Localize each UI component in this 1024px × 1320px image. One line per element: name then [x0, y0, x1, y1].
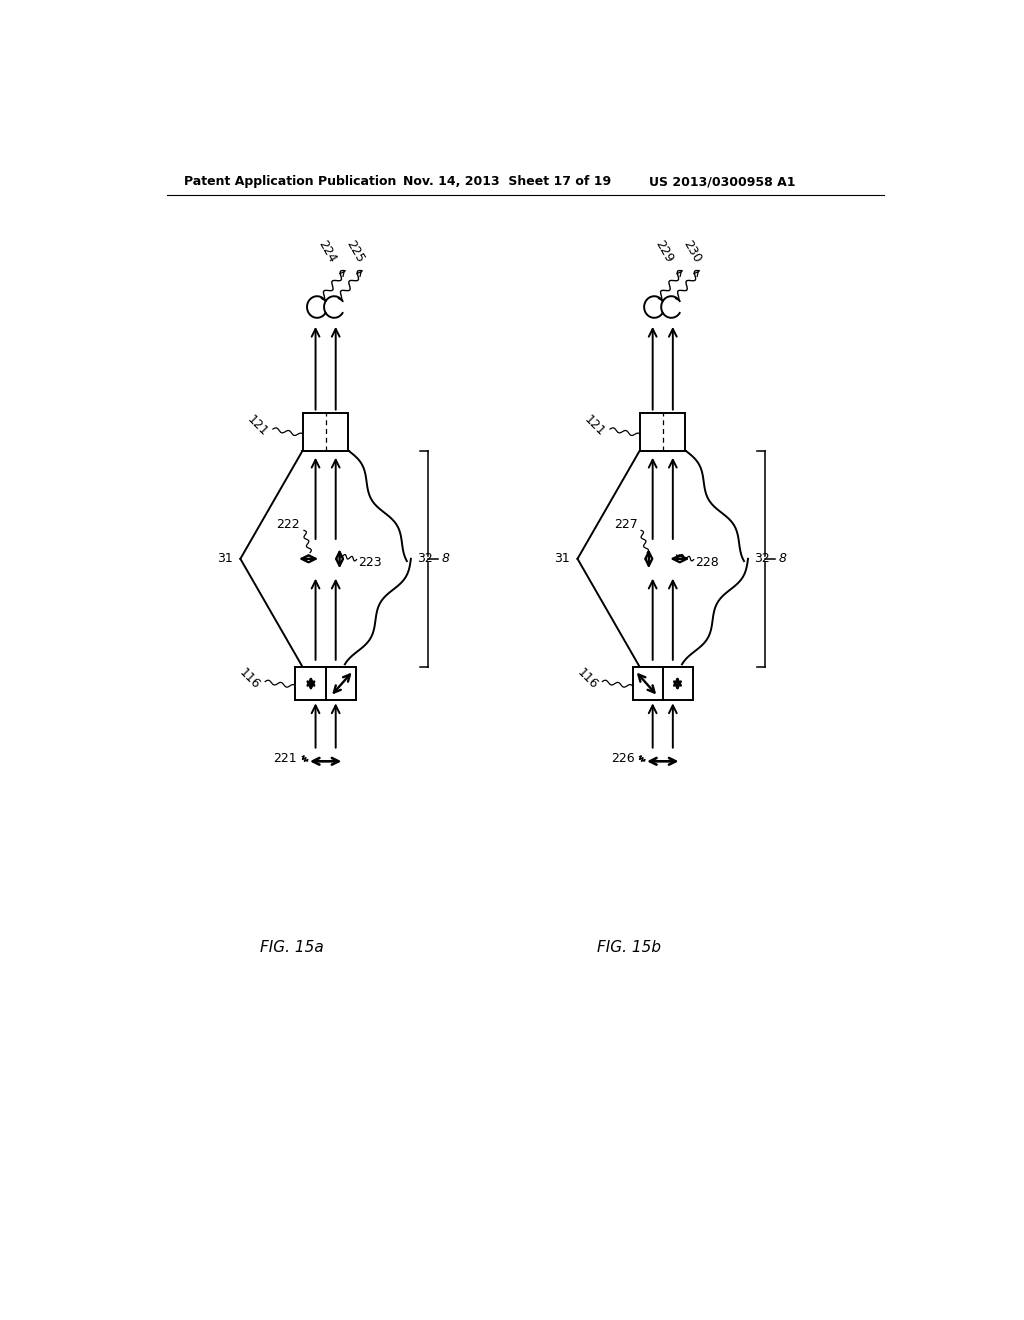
Text: 223: 223 [358, 556, 382, 569]
Text: 116: 116 [574, 665, 600, 692]
Bar [295, 667, 356, 701]
Text: FIG. 15a: FIG. 15a [260, 940, 324, 954]
Text: Nov. 14, 2013  Sheet 17 of 19: Nov. 14, 2013 Sheet 17 of 19 [403, 176, 611, 189]
Bar [640, 413, 685, 451]
Text: 121: 121 [582, 413, 607, 440]
Text: 8: 8 [779, 552, 787, 565]
Text: 230: 230 [681, 238, 703, 264]
Text: 31: 31 [554, 552, 569, 565]
Text: 32: 32 [417, 552, 433, 565]
Text: 8: 8 [442, 552, 450, 565]
Text: 121: 121 [245, 413, 270, 440]
Bar [303, 413, 348, 451]
Text: 32: 32 [755, 552, 770, 565]
Text: 228: 228 [695, 556, 719, 569]
Text: 221: 221 [273, 751, 297, 764]
Bar [633, 667, 693, 701]
Text: US 2013/0300958 A1: US 2013/0300958 A1 [649, 176, 796, 189]
Text: 227: 227 [613, 517, 637, 531]
Text: 31: 31 [217, 552, 232, 565]
Text: Patent Application Publication: Patent Application Publication [183, 176, 396, 189]
Text: 224: 224 [315, 238, 339, 264]
Text: 229: 229 [652, 238, 676, 264]
Text: 226: 226 [610, 751, 634, 764]
Text: 116: 116 [237, 665, 263, 692]
Text: 225: 225 [343, 238, 367, 264]
Text: 222: 222 [276, 517, 300, 531]
Text: FIG. 15b: FIG. 15b [597, 940, 660, 954]
